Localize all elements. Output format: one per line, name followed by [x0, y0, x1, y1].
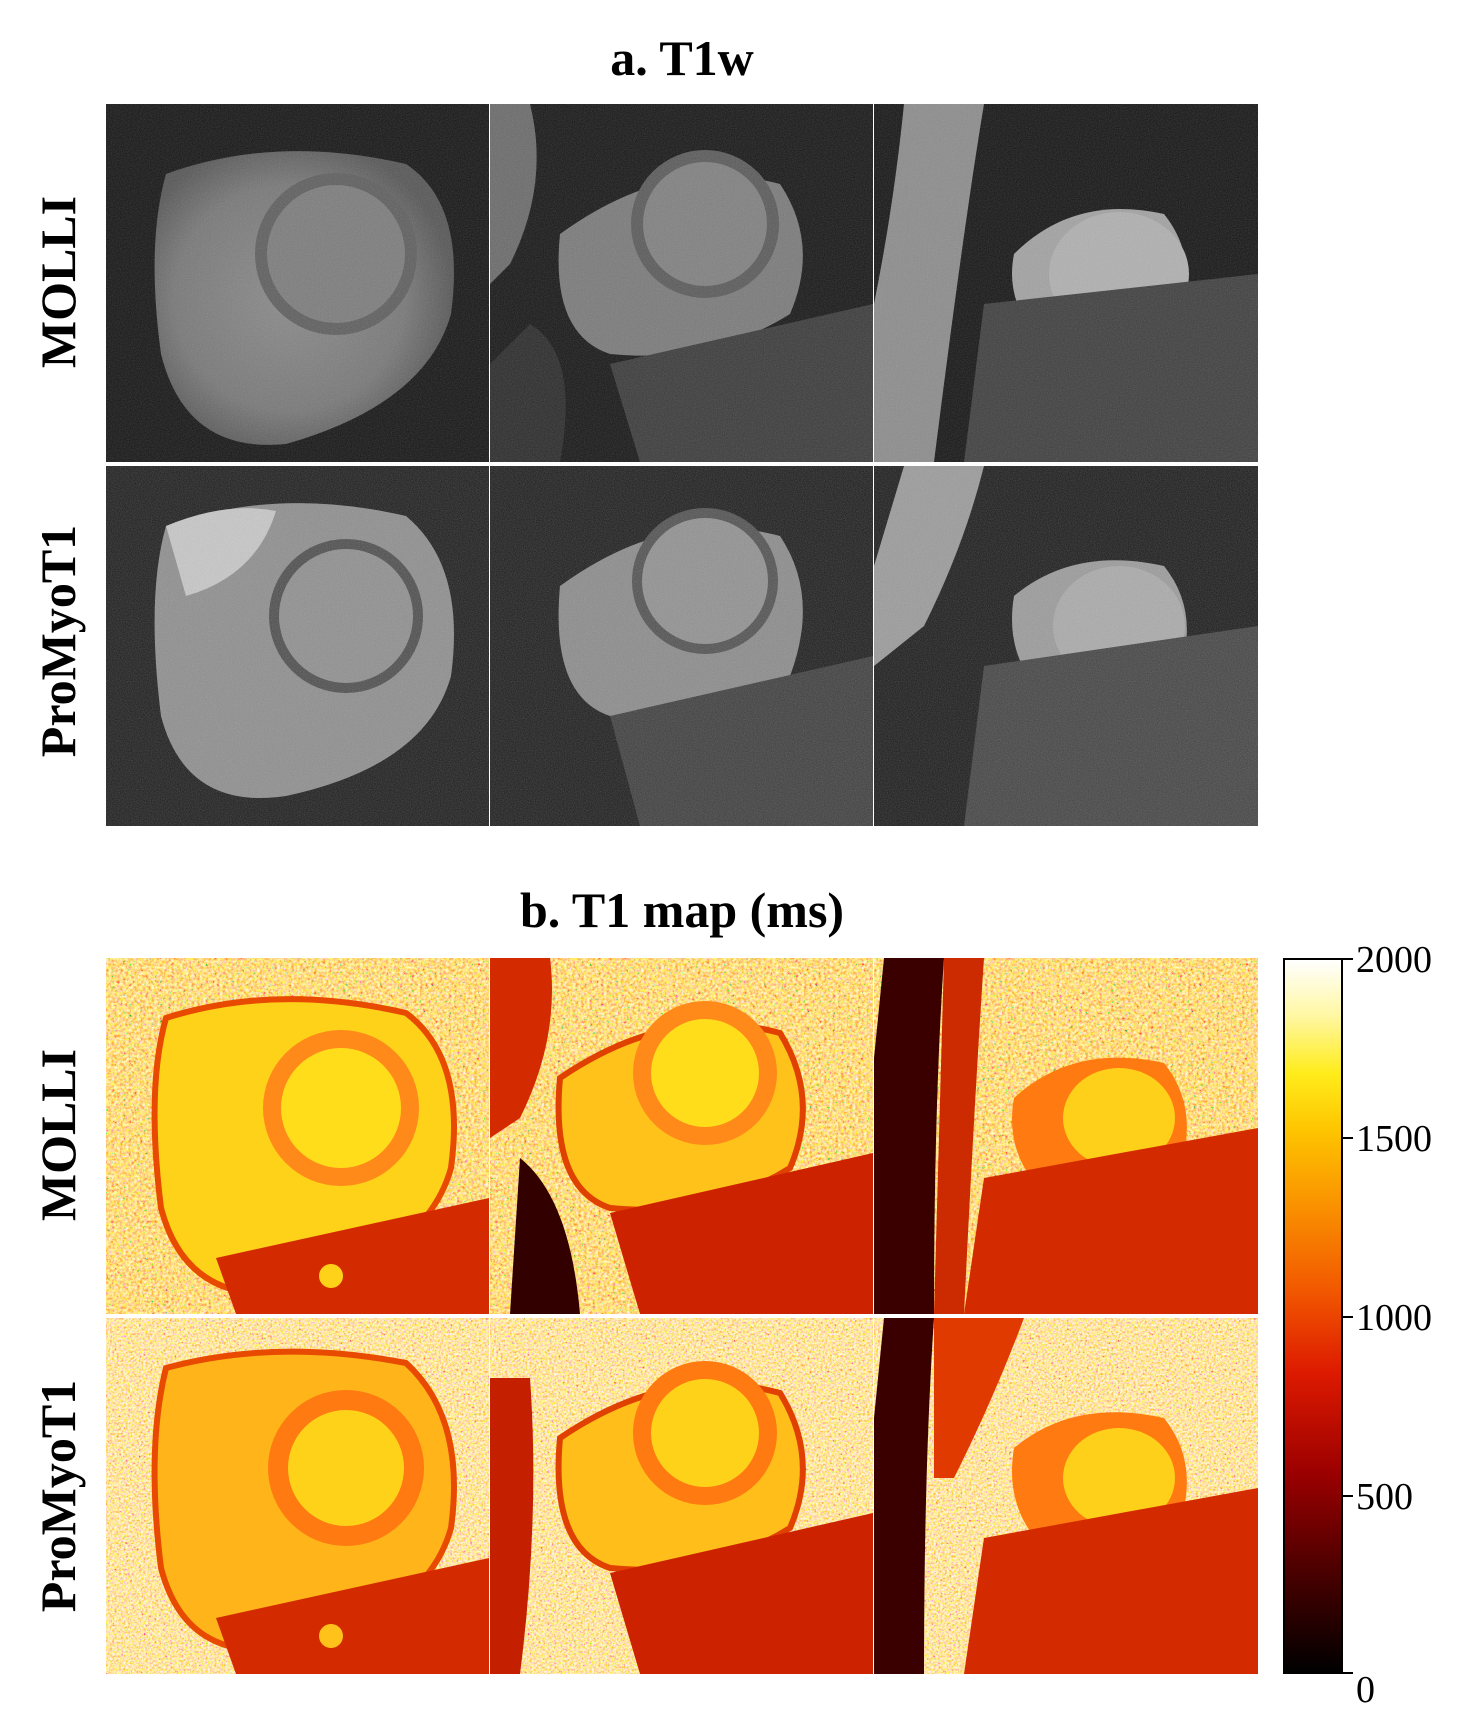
colorbar-tick — [1343, 958, 1353, 960]
colorbar-tick — [1343, 1495, 1353, 1497]
colorbar-tick-label-1000: 1000 — [1356, 1297, 1432, 1339]
colorbar-tick — [1343, 1672, 1353, 1674]
colorbar-tick-label-500: 500 — [1356, 1476, 1413, 1518]
colorbar-tick-label-1500: 1500 — [1356, 1118, 1432, 1160]
t1w-image-grid — [106, 104, 1258, 826]
row-label-a-promyot1: ProMyoT1 — [30, 524, 86, 758]
t1w-molli-slice-2 — [490, 104, 873, 462]
t1w-molli-slice-1 — [106, 104, 489, 462]
t1w-promyot1-slice-3 — [874, 466, 1258, 826]
t1-map-grid — [106, 958, 1258, 1674]
colorbar-tick — [1343, 1316, 1353, 1318]
t1w-molli-slice-3 — [874, 104, 1258, 462]
t1map-promyot1-slice-2 — [490, 1318, 873, 1674]
t1map-promyot1-slice-1 — [106, 1318, 489, 1674]
colorbar — [1283, 958, 1343, 1674]
colorbar-tick-label-2000: 2000 — [1356, 939, 1432, 981]
t1map-promyot1-slice-3 — [874, 1318, 1258, 1674]
row-label-b-molli: MOLLI — [30, 1048, 86, 1222]
t1map-molli-slice-3 — [874, 958, 1258, 1314]
row-label-a-molli: MOLLI — [30, 195, 86, 369]
section-a-title: a. T1w — [610, 30, 754, 86]
t1map-molli-slice-2 — [490, 958, 873, 1314]
section-b-title: b. T1 map (ms) — [519, 882, 845, 938]
row-label-b-promyot1: ProMyoT1 — [30, 1379, 86, 1613]
colorbar-tick — [1343, 1137, 1353, 1139]
t1map-molli-slice-1 — [106, 958, 489, 1314]
colorbar-tick-label-0: 0 — [1356, 1669, 1375, 1711]
t1w-promyot1-slice-1 — [106, 466, 489, 826]
t1w-promyot1-slice-2 — [490, 466, 873, 826]
